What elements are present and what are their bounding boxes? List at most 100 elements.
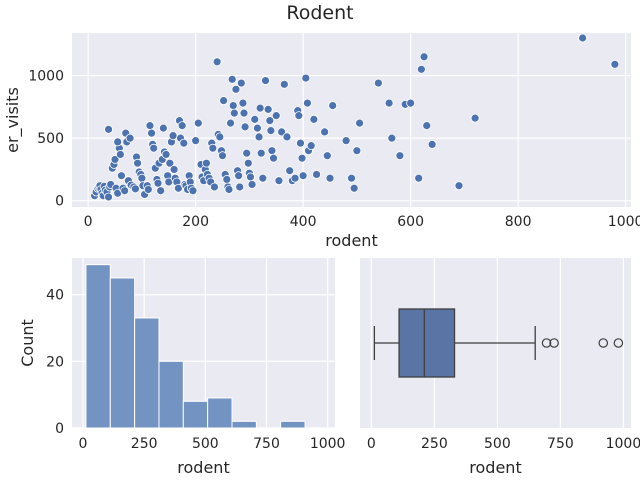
scatter-point — [419, 52, 429, 62]
scatter-point — [387, 133, 397, 143]
histogram-bar — [134, 317, 160, 429]
scatter-point — [282, 132, 292, 142]
scatter-point — [427, 140, 437, 149]
scatter-point — [218, 151, 227, 161]
histogram-x-tick-label: 1000 — [310, 436, 346, 452]
scatter-point — [406, 98, 416, 108]
scatter-point — [325, 173, 335, 183]
scatter-point — [301, 73, 311, 83]
scatter-point — [328, 101, 338, 111]
scatter-point — [395, 151, 405, 161]
scatter-point — [261, 76, 270, 85]
scatter-y-tick-label: 1000 — [28, 69, 64, 85]
scatter-point — [243, 158, 253, 168]
boxplot-x-tick-label: 250 — [421, 436, 448, 452]
scatter-point — [229, 108, 239, 118]
scatter-x-tick-label: 400 — [290, 214, 317, 230]
histogram-bar — [182, 400, 209, 429]
scatter-y-tick-label: 0 — [55, 194, 64, 210]
histogram-x-tick-label: 0 — [79, 436, 88, 452]
scatter-y-axis-label: er_visits — [3, 87, 23, 153]
scatter-point — [309, 114, 319, 124]
scatter-point — [224, 185, 234, 194]
scatter-x-tick-label: 800 — [505, 214, 532, 230]
scatter-point — [161, 150, 171, 159]
histogram-bar — [109, 277, 136, 429]
scatter-x-tick-label: 200 — [182, 214, 209, 230]
scatter-x-tick-label: 600 — [397, 214, 424, 230]
scatter-point — [422, 121, 432, 131]
scatter-point — [120, 186, 130, 196]
scatter-point — [373, 78, 383, 88]
scatter-point — [610, 59, 620, 69]
scatter-point — [193, 118, 203, 128]
scatter-point — [238, 98, 248, 108]
scatter-point — [277, 127, 287, 137]
scatter-point — [341, 136, 351, 146]
scatter-point — [290, 173, 300, 183]
scatter-point — [297, 153, 307, 163]
scatter-x-tick-label: 1000 — [608, 214, 640, 230]
boxplot-outlier — [613, 338, 624, 348]
histogram-bar — [231, 420, 257, 429]
scatter-point — [355, 118, 364, 128]
scatter-point — [285, 166, 295, 176]
scatter-point — [240, 122, 250, 132]
scatter-point — [231, 84, 241, 94]
scatter-point — [222, 175, 232, 184]
histogram-x-axis-label: rodent — [177, 458, 229, 477]
scatter-point — [169, 165, 179, 174]
scatter-point — [322, 151, 332, 161]
scatter-point — [113, 137, 123, 147]
scatter-point — [210, 182, 219, 192]
boxplot-outlier — [541, 338, 552, 348]
histogram-bar — [85, 264, 111, 429]
scatter-point — [312, 170, 321, 179]
scatter-point — [235, 182, 245, 192]
scatter-point — [470, 113, 480, 123]
scatter-point — [168, 131, 178, 141]
scatter-point — [239, 108, 249, 118]
scatter-point — [265, 116, 275, 126]
histogram-x-tick-label: 500 — [192, 436, 219, 452]
scatter-point — [303, 98, 312, 108]
scatter-point — [296, 138, 305, 148]
scatter-point — [226, 118, 235, 128]
boxplot-x-axis-label: rodent — [469, 458, 521, 477]
boxplot-panel: 0 250 500 750 1000 rodent — [360, 258, 640, 477]
scatter-point — [219, 96, 228, 105]
scatter-point — [143, 185, 153, 194]
scatter-point — [145, 121, 155, 131]
scatter-point — [104, 124, 113, 134]
histogram-y-tick-label: 40 — [46, 288, 64, 304]
scatter-point — [125, 133, 135, 143]
scatter-point — [247, 180, 257, 189]
boxplot-outlier — [549, 338, 559, 348]
scatter-point — [294, 111, 304, 121]
scatter-point — [271, 111, 281, 121]
boxplot-outlier — [598, 338, 609, 348]
scatter-point — [250, 114, 260, 124]
histogram-y-tick-label: 20 — [46, 354, 64, 370]
scatter-point — [153, 178, 163, 188]
scatter-y-tick-label: 500 — [37, 131, 64, 147]
scatter-point — [255, 103, 265, 113]
scatter-point — [104, 192, 113, 202]
scatter-panel: 0 200 400 600 800 1000 0 500 1000 rodent er_visits — [3, 33, 640, 250]
scatter-point — [110, 155, 120, 164]
scatter-point — [258, 173, 268, 183]
scatter-point — [165, 158, 175, 168]
scatter-point — [267, 146, 277, 156]
scatter-point — [179, 138, 189, 148]
scatter-point — [298, 171, 308, 181]
histogram-bar — [280, 420, 306, 429]
scatter-point — [137, 173, 147, 183]
scatter-point — [227, 74, 237, 84]
scatter-point — [215, 132, 225, 142]
boxplot-box — [398, 308, 456, 378]
histogram-bar — [207, 397, 233, 429]
histogram-bar — [158, 360, 184, 429]
scatter-point — [246, 172, 255, 182]
scatter-point — [384, 98, 394, 108]
